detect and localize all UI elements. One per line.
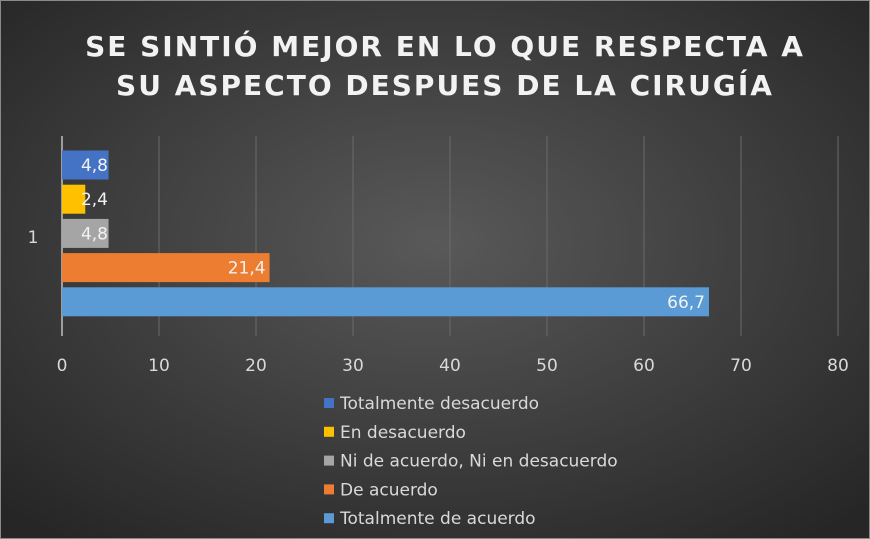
x-tick-label: 40 (439, 356, 461, 376)
data-label: 21,4 (228, 259, 266, 279)
bar (62, 150, 109, 180)
legend-label: Ni de acuerdo, Ni en desacuerdo (340, 452, 618, 472)
data-label: 66,7 (667, 293, 705, 313)
bar (62, 253, 270, 283)
bar (62, 218, 109, 248)
y-tick-label: 1 (28, 228, 39, 248)
legend-swatch (324, 426, 334, 437)
legend-label: En desacuerdo (340, 423, 466, 443)
x-tick-label: 10 (148, 356, 170, 376)
chart-title: SU ASPECTO DESPUES DE LA CIRUGÍA (116, 68, 774, 102)
x-tick-label: 60 (633, 356, 655, 376)
x-tick-label: 70 (730, 356, 752, 376)
legend-swatch (324, 398, 334, 408)
legend-swatch (324, 455, 334, 466)
data-label: 4,8 (81, 224, 108, 244)
x-tick-label: 20 (245, 356, 267, 376)
legend-swatch (324, 513, 334, 524)
legend-label: Totalmente desacuerdo (339, 394, 539, 414)
bar (62, 287, 709, 317)
x-tick-label: 50 (536, 356, 558, 376)
bar (62, 184, 86, 214)
legend-label: De acuerdo (340, 480, 438, 500)
legend-swatch (324, 484, 334, 495)
data-label: 2,4 (81, 190, 108, 210)
legend-label: Totalmente de acuerdo (339, 509, 536, 529)
x-tick-label: 30 (342, 356, 364, 376)
data-label: 4,8 (81, 156, 108, 176)
chart-title: SE SINTIÓ MEJOR EN LO QUE RESPECTA A (85, 29, 805, 63)
x-tick-label: 0 (57, 356, 68, 376)
x-tick-label: 80 (827, 356, 849, 376)
